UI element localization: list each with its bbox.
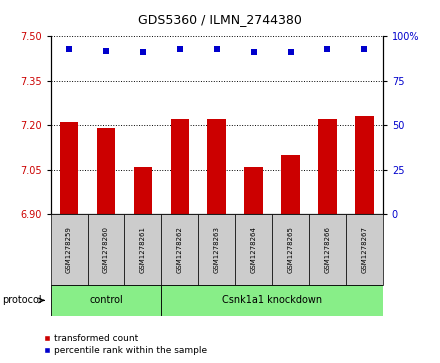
Text: GSM1278264: GSM1278264: [251, 226, 257, 273]
Bar: [171, 119, 189, 214]
Bar: [60, 122, 78, 214]
Bar: [346, 214, 383, 285]
Bar: [125, 214, 161, 285]
Text: GSM1278263: GSM1278263: [214, 226, 220, 273]
Bar: [318, 119, 337, 214]
Bar: [208, 119, 226, 214]
Text: GSM1278267: GSM1278267: [361, 226, 367, 273]
Bar: [198, 214, 235, 285]
Text: GSM1278261: GSM1278261: [140, 226, 146, 273]
Text: GSM1278265: GSM1278265: [287, 226, 293, 273]
Bar: [235, 214, 272, 285]
Bar: [97, 128, 115, 214]
Bar: [161, 214, 198, 285]
Bar: [272, 214, 309, 285]
Bar: [355, 116, 374, 214]
Bar: [51, 214, 88, 285]
Text: GSM1278266: GSM1278266: [324, 226, 330, 273]
Bar: [161, 285, 383, 316]
Text: Csnk1a1 knockdown: Csnk1a1 knockdown: [222, 295, 322, 305]
Text: GSM1278260: GSM1278260: [103, 226, 109, 273]
Bar: [309, 214, 346, 285]
Bar: [134, 167, 152, 214]
Text: GDS5360 / ILMN_2744380: GDS5360 / ILMN_2744380: [138, 13, 302, 26]
Bar: [51, 285, 161, 316]
Text: GSM1278259: GSM1278259: [66, 226, 72, 273]
Text: protocol: protocol: [2, 295, 42, 305]
Bar: [244, 167, 263, 214]
Text: control: control: [89, 295, 123, 305]
Bar: [281, 155, 300, 214]
Legend: transformed count, percentile rank within the sample: transformed count, percentile rank withi…: [40, 331, 211, 359]
Bar: [88, 214, 125, 285]
Text: GSM1278262: GSM1278262: [177, 226, 183, 273]
